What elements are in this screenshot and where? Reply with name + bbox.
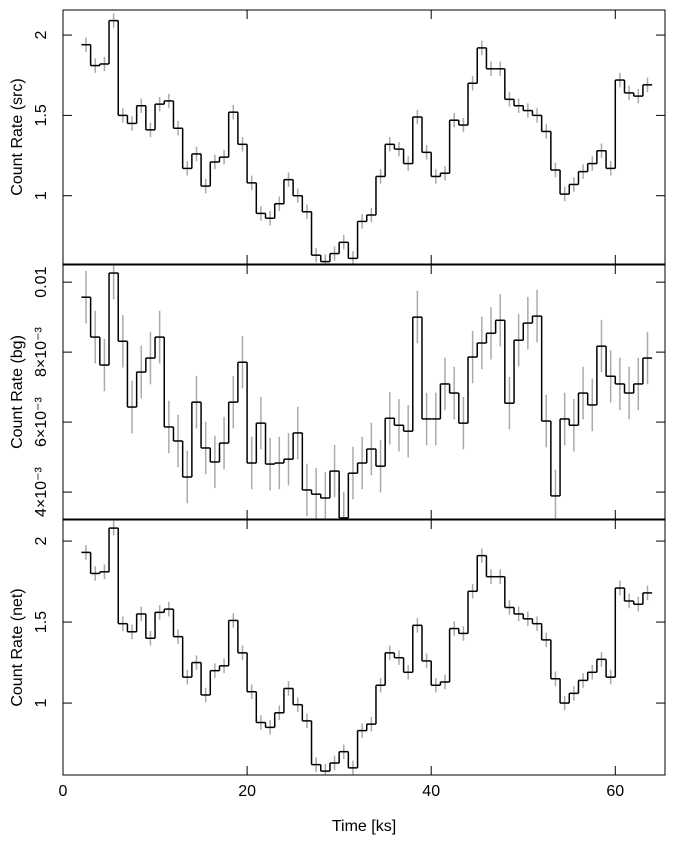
y-axis-label: Count Rate (src) [9,78,26,195]
x-tick-label: 20 [238,783,256,800]
y-tick-label: 1 [33,191,50,200]
x-axis-label: Time [ks] [332,818,396,835]
panel-frame [62,9,666,265]
panel-frame [62,519,666,776]
x-tick-label: 0 [59,783,68,800]
panel-frame [62,264,666,520]
y-tick-label: 2 [33,31,50,40]
y-tick-label: 1.5 [33,104,50,126]
x-tick-label: 40 [422,783,440,800]
y-tick-label: 2 [33,537,50,546]
y-tick-label: 8×10⁻³ [33,327,50,377]
y-tick-label: 4×10⁻³ [33,466,50,516]
y-tick-label: 6×10⁻³ [33,397,50,447]
y-axis-label: Count Rate (bg) [9,335,26,449]
y-tick-label: 1.5 [33,611,50,633]
y-tick-label: 0.01 [33,266,50,297]
y-axis-label: Count Rate (net) [9,588,26,706]
y-tick-label: 1 [33,699,50,708]
x-tick-label: 60 [606,783,624,800]
